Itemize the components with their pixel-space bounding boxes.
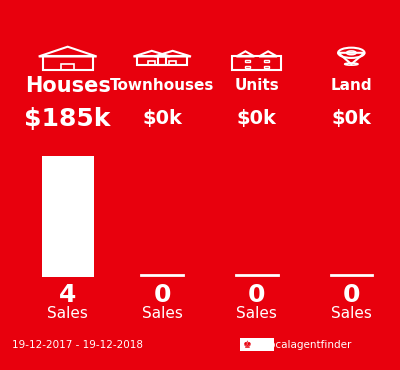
Text: ♚: ♚: [243, 340, 252, 350]
Text: Houses: Houses: [25, 76, 111, 96]
Text: $0k: $0k: [331, 110, 371, 128]
Text: Townhouses: Townhouses: [110, 78, 214, 93]
Bar: [240, 338, 274, 352]
Text: $0k: $0k: [142, 110, 182, 128]
Bar: [232, 57, 281, 70]
Text: 4: 4: [59, 283, 76, 307]
Bar: [137, 57, 166, 64]
Text: localagentfinder: localagentfinder: [266, 340, 352, 350]
Bar: [148, 61, 156, 64]
Text: $0k: $0k: [237, 110, 277, 128]
Bar: [61, 64, 74, 70]
Bar: [42, 156, 94, 277]
Text: 19-12-2017 - 19-12-2018: 19-12-2017 - 19-12-2018: [12, 340, 143, 350]
Text: Sales: Sales: [331, 306, 372, 321]
Text: 0: 0: [342, 283, 360, 307]
Text: Sales: Sales: [47, 306, 88, 321]
Text: 0: 0: [154, 283, 171, 307]
Text: $185k: $185k: [24, 107, 111, 131]
Bar: [264, 66, 269, 68]
Bar: [42, 57, 93, 70]
Text: Land: Land: [330, 78, 372, 93]
Bar: [245, 60, 250, 62]
Bar: [245, 66, 250, 68]
Bar: [264, 60, 269, 62]
Text: Units: Units: [234, 78, 279, 93]
Bar: [158, 57, 187, 64]
Bar: [169, 61, 176, 64]
Text: Sales: Sales: [142, 306, 183, 321]
Text: 0: 0: [248, 283, 266, 307]
Text: Sales: Sales: [236, 306, 277, 321]
